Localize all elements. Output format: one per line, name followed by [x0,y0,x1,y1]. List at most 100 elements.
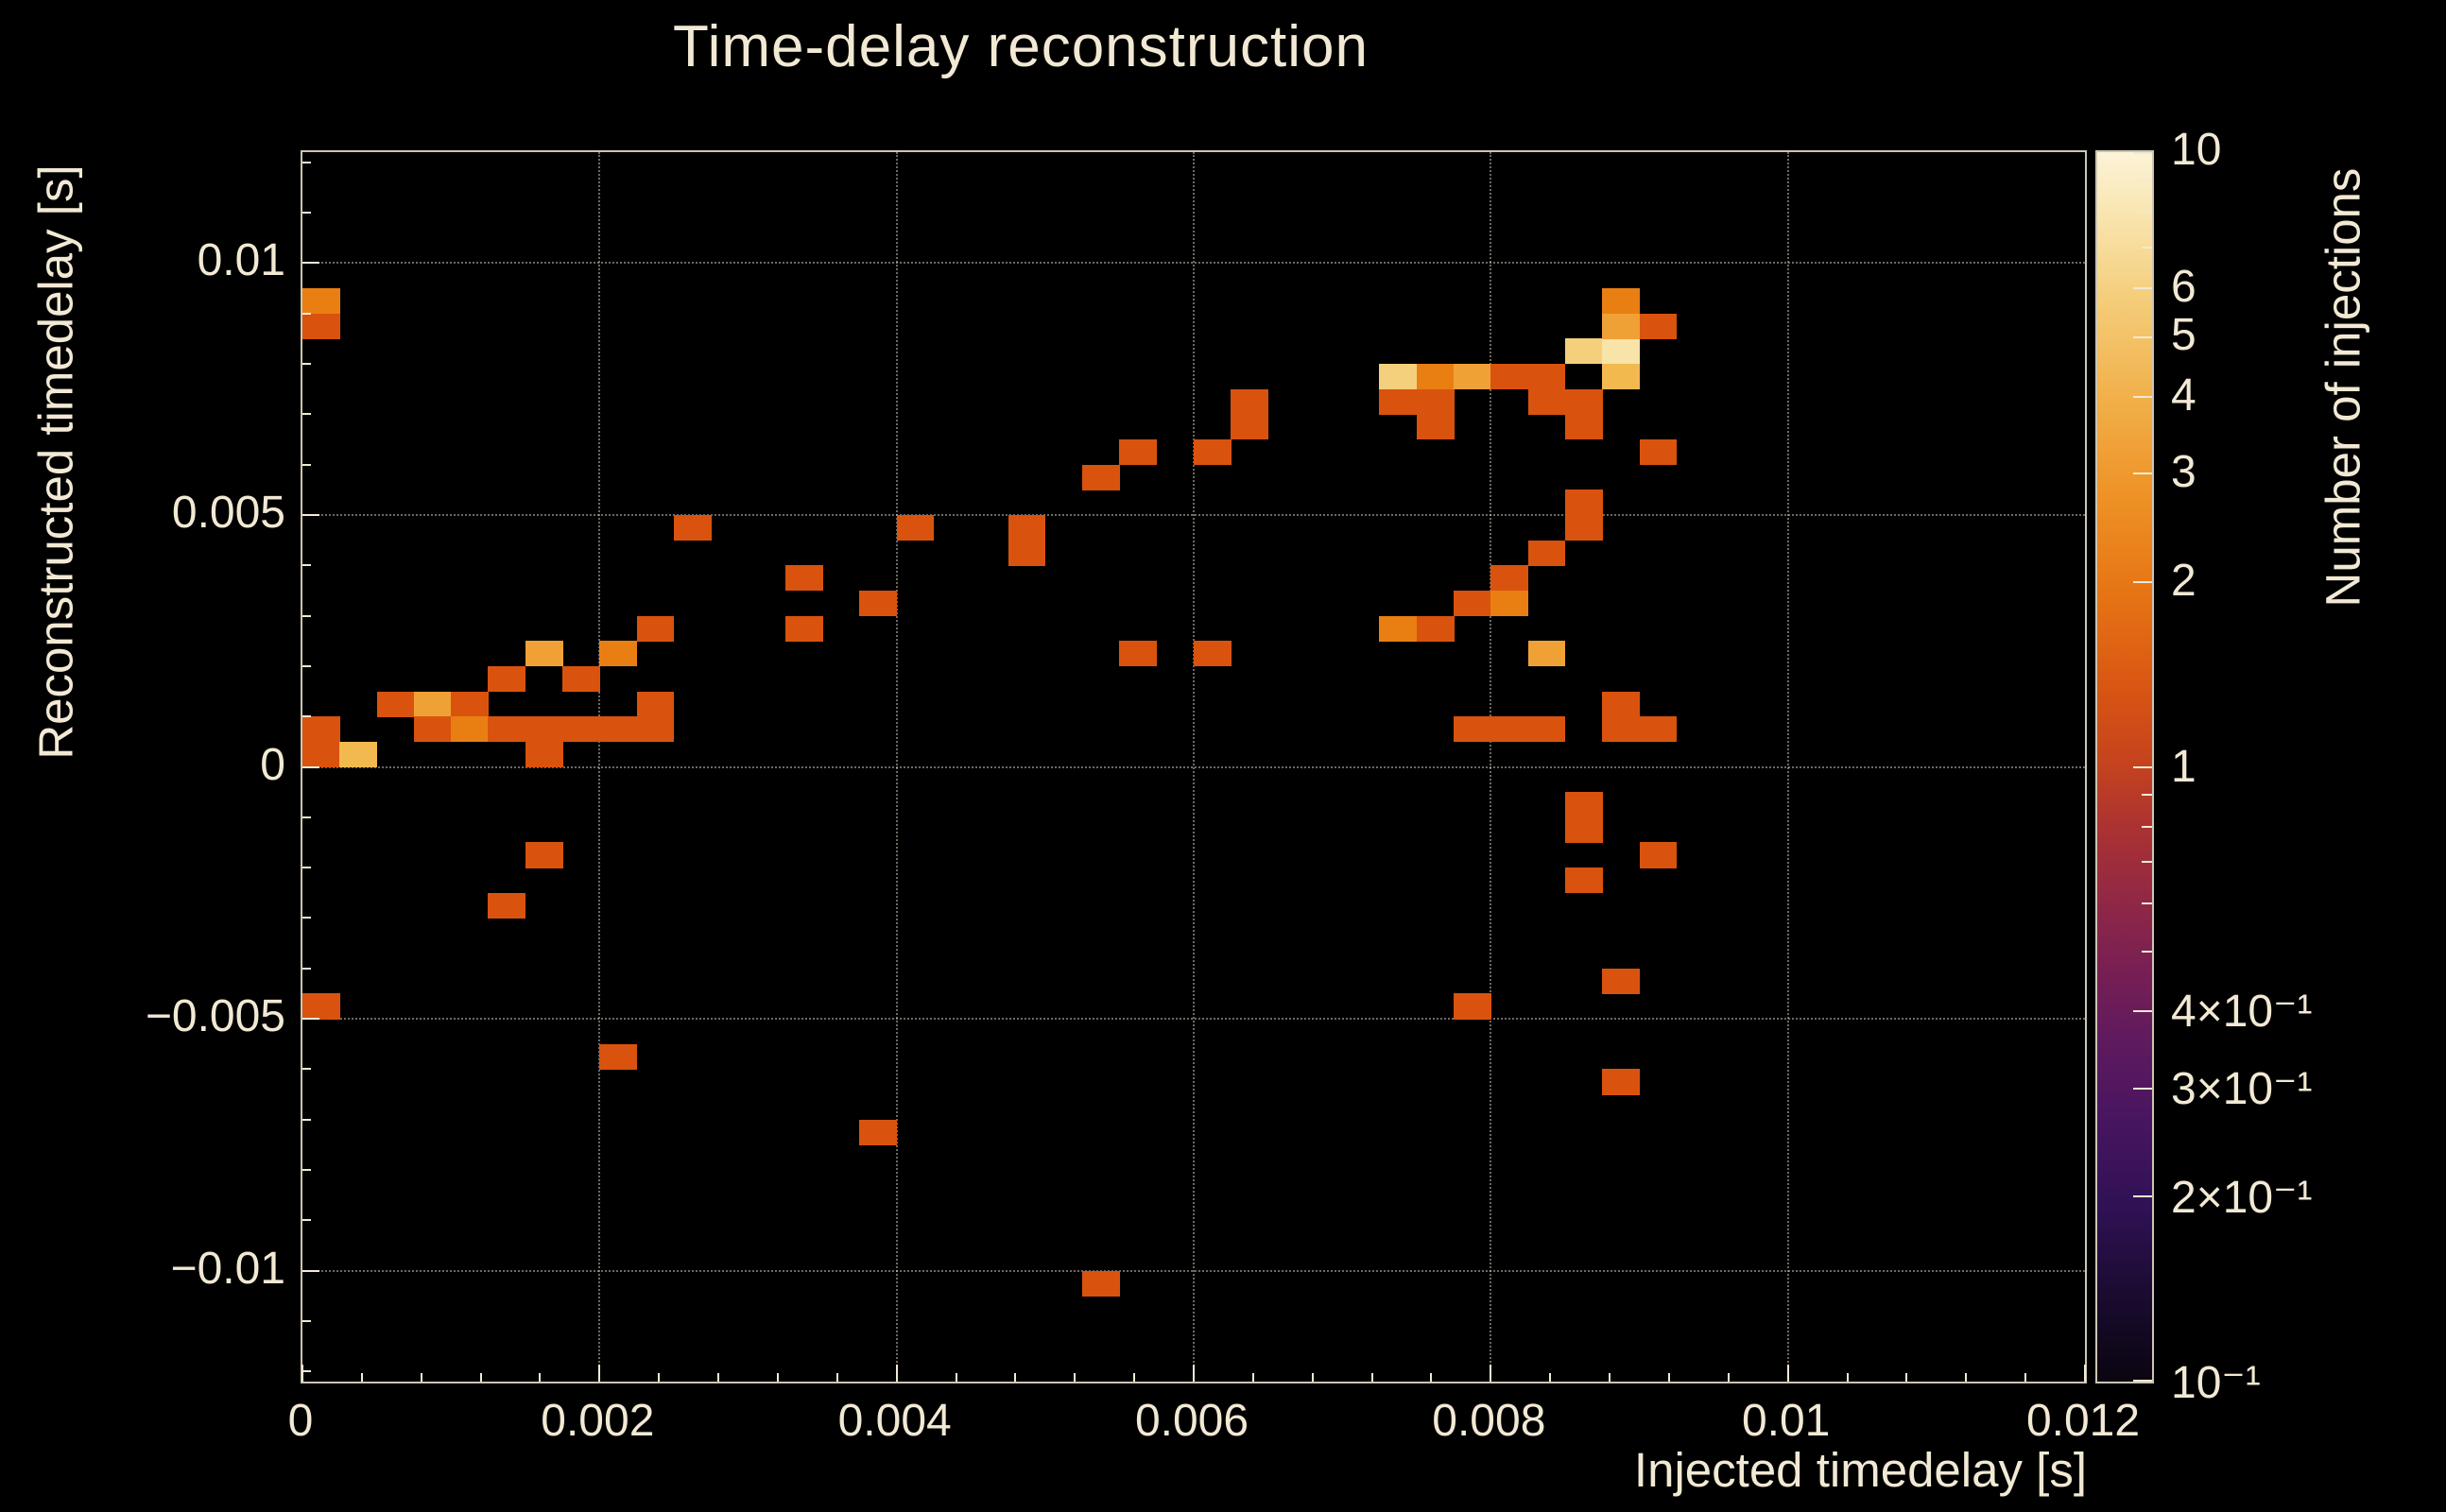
heatmap-cell [1564,338,1603,365]
colorbar-tick-label: 2 [2171,556,2196,607]
x-minor-tick [2024,1373,2027,1382]
heatmap-cell [784,615,823,642]
heatmap-cell [488,665,526,693]
y-minor-tick [302,1320,311,1323]
heatmap-cell [1231,414,1269,440]
heatmap-cell [1602,338,1640,365]
heatmap-cell [1490,590,1529,617]
heatmap-cell [1564,414,1603,440]
gridline-vertical [895,152,898,1382]
colorbar-major-tick [2133,287,2152,290]
colorbar-title-text: Number of injections [2316,167,2370,608]
heatmap-cell [1119,438,1158,466]
y-tick-label: 0.01 [197,235,285,286]
x-minor-tick [360,1373,363,1382]
heatmap-cell [1082,1270,1120,1297]
colorbar [2095,150,2154,1383]
colorbar-minor-tick [2142,794,2152,797]
heatmap-cell [599,716,638,743]
x-tick-label: 0.004 [837,1396,952,1446]
colorbar-major-tick [2133,1380,2152,1382]
y-minor-tick [302,917,311,919]
x-tick-label: 0.01 [1741,1396,1831,1446]
chart-title: Time-delay reconstruction [673,14,1369,79]
heatmap-cell [859,590,898,617]
x-major-tick [895,1365,898,1382]
y-minor-tick [302,362,311,365]
heatmap-cell [1564,490,1603,516]
y-tick-label: −0.01 [170,1243,285,1294]
heatmap-cell [673,514,712,541]
heatmap-cell [1602,968,1640,994]
x-minor-tick [1549,1373,1552,1382]
heatmap-cell [1416,414,1455,440]
x-minor-tick [1251,1373,1254,1382]
x-minor-tick [1667,1373,1670,1382]
x-minor-tick [1727,1373,1730,1382]
colorbar-minor-tick [2142,951,2152,954]
heatmap-cell [1564,816,1603,843]
heatmap-cell [562,665,600,693]
x-minor-tick [1074,1373,1077,1382]
heatmap-cell [1454,716,1491,743]
x-tick-label: 0.012 [2025,1396,2141,1446]
y-minor-tick [302,1370,311,1373]
x-major-tick [301,1365,303,1382]
heatmap-cell [525,842,563,868]
y-minor-tick [302,312,311,315]
colorbar-major-tick [2133,1010,2152,1013]
heatmap-cell [451,691,489,717]
y-minor-tick [302,715,311,718]
gridline-vertical [598,152,601,1382]
heatmap-cell [636,716,675,743]
y-minor-tick [302,664,311,667]
heatmap-cell [525,741,563,767]
heatmap-cell [1564,792,1603,818]
y-minor-tick [302,816,311,818]
heatmap-cell [1602,363,1640,390]
x-major-tick [598,1365,601,1382]
heatmap-cell [896,514,935,541]
heatmap-cell [1639,313,1678,339]
x-tick-label: 0.006 [1134,1396,1249,1446]
x-major-tick [1193,1365,1195,1382]
heatmap-cell [1564,868,1603,894]
gridline-horizontal [302,513,2085,516]
heatmap-cell [1082,464,1120,490]
x-minor-tick [539,1373,542,1382]
y-minor-tick [302,161,311,163]
colorbar-minor-tick [2142,825,2152,828]
gridline-vertical [1786,152,1789,1382]
heatmap-cell [1008,540,1046,566]
heatmap-cell [1194,641,1232,667]
x-major-tick [2084,1365,2086,1382]
y-minor-tick [302,867,311,869]
heatmap-cell [525,716,563,743]
colorbar-tick-label: 1 [2171,741,2196,792]
x-minor-tick [1370,1373,1373,1382]
heatmap-cell [599,641,638,667]
gridline-horizontal [302,1269,2085,1272]
heatmap-cell [1490,363,1529,390]
heatmap-cell [636,615,675,642]
heatmap-cell [1527,540,1566,566]
heatmap-cell [1564,388,1603,415]
x-minor-tick [717,1373,720,1382]
gridline-vertical [1490,152,1492,1382]
heatmap-cell [488,716,526,743]
colorbar-major-tick [2133,395,2152,398]
heatmap-cell [1602,313,1640,339]
y-major-tick [302,1269,319,1272]
y-tick-label: 0.005 [171,487,285,538]
y-minor-tick [302,614,311,617]
heatmap-cell [1416,388,1455,415]
y-minor-tick [302,564,311,567]
heatmap-cell [488,892,526,919]
colorbar-major-tick [2133,472,2152,475]
gridline-horizontal [302,262,2085,265]
colorbar-tick-label: 3×10⁻¹ [2171,1063,2313,1114]
heatmap-cell [413,691,452,717]
colorbar-title: Number of injections [2300,113,2386,662]
heatmap-cell [376,691,415,717]
x-minor-tick [1609,1373,1611,1382]
